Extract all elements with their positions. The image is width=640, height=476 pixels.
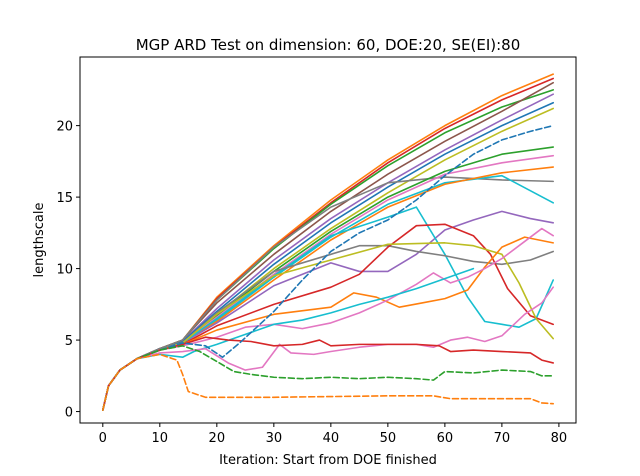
plot-area	[79, 56, 577, 424]
x-axis: 0 10 20 30 40 50 60 70 80	[99, 423, 568, 446]
plot-frame	[79, 56, 577, 424]
y-tick-label: 10	[56, 263, 73, 278]
y-tick-label: 0	[65, 406, 73, 421]
x-tick-label: 0	[99, 431, 107, 446]
series-line-25	[102, 353, 555, 411]
chart-title: MGP ARD Test on dimension: 60, DOE:20, S…	[136, 36, 521, 54]
series-group	[102, 73, 555, 411]
x-axis-label: Iteration: Start from DOE finished	[219, 453, 437, 468]
y-tick-label: 5	[65, 334, 73, 349]
y-axis-label: lengthscale	[32, 203, 47, 278]
x-tick-label: 40	[323, 431, 340, 446]
y-tick-label: 15	[56, 191, 73, 206]
x-tick-label: 80	[551, 431, 568, 446]
x-tick-label: 20	[209, 431, 226, 446]
y-axis: 0 5 10 15 20	[56, 120, 80, 421]
series-line-24	[102, 344, 555, 411]
x-tick-label: 70	[494, 431, 511, 446]
x-tick-label: 30	[266, 431, 283, 446]
series-line-21	[102, 286, 555, 411]
x-tick-label: 60	[437, 431, 454, 446]
y-tick-label: 20	[56, 120, 73, 135]
x-tick-label: 10	[152, 431, 169, 446]
x-tick-label: 50	[380, 431, 397, 446]
